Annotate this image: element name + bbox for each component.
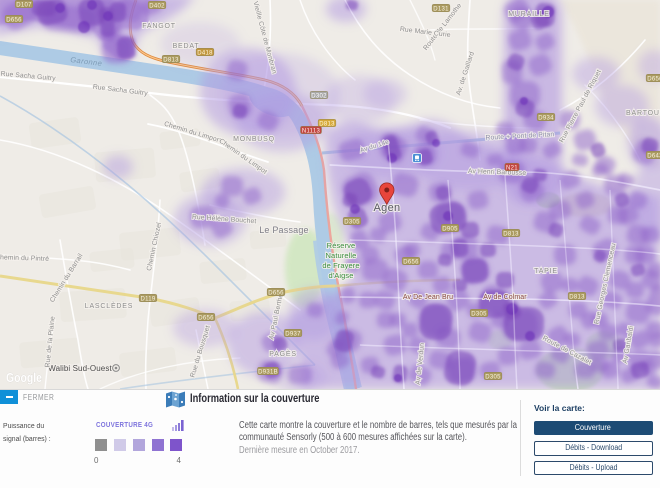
svg-text:FANGOT: FANGOT (142, 23, 176, 30)
svg-text:D905: D905 (442, 227, 458, 233)
svg-text:MONBUSQ: MONBUSQ (233, 136, 275, 143)
svg-text:D813: D813 (569, 295, 585, 301)
svg-text:N21: N21 (506, 166, 518, 172)
svg-text:D934: D934 (538, 116, 554, 122)
svg-text:Walibi Sud-Ouest: Walibi Sud-Ouest (48, 364, 112, 373)
svg-text:Google: Google (6, 370, 42, 385)
svg-text:D656: D656 (6, 18, 22, 24)
svg-text:D813: D813 (503, 232, 519, 238)
svg-text:d'Aigse: d'Aigse (328, 271, 353, 280)
svg-text:BARTOULE: BARTOULE (626, 110, 660, 117)
svg-text:Chemin du Pintré: Chemin du Pintré (0, 254, 49, 263)
svg-text:D418: D418 (197, 51, 213, 57)
svg-text:D305: D305 (485, 375, 501, 381)
svg-text:D656: D656 (403, 260, 419, 266)
svg-text:D931B: D931B (258, 370, 278, 376)
svg-text:MURAILLE: MURAILLE (508, 11, 549, 18)
svg-text:Le Passage: Le Passage (259, 225, 309, 235)
svg-text:D656: D656 (647, 77, 660, 83)
svg-text:TAPIE: TAPIE (534, 268, 558, 275)
svg-text:D305: D305 (344, 220, 360, 226)
svg-text:D402: D402 (149, 4, 165, 10)
svg-text:Naturelle: Naturelle (326, 251, 357, 260)
svg-text:D937: D937 (285, 332, 301, 338)
svg-text:Garonne: Garonne (70, 55, 103, 68)
svg-text:BEDAT: BEDAT (173, 43, 200, 50)
svg-text:D656: D656 (268, 291, 284, 297)
svg-text:Av Henri Barbusse: Av Henri Barbusse (468, 168, 527, 177)
svg-text:Av De Jean Bru: Av De Jean Bru (403, 294, 453, 301)
svg-text:Agen: Agen (374, 202, 401, 214)
svg-text:de Frayere: de Frayere (322, 261, 359, 270)
svg-text:PAGÈS: PAGÈS (269, 349, 297, 358)
svg-text:D305: D305 (471, 312, 487, 318)
svg-text:D131: D131 (433, 7, 449, 13)
svg-text:D302: D302 (311, 94, 327, 100)
svg-text:D656: D656 (198, 316, 214, 322)
svg-text:D813: D813 (319, 122, 335, 128)
svg-text:Réserve: Réserve (327, 241, 356, 250)
svg-text:LASCLÈDES: LASCLÈDES (85, 301, 133, 310)
svg-text:D107: D107 (16, 3, 32, 9)
svg-text:Av de Colmar: Av de Colmar (483, 294, 527, 301)
svg-text:N1113: N1113 (302, 129, 321, 135)
svg-text:D119: D119 (140, 297, 155, 303)
svg-text:D643: D643 (647, 154, 660, 160)
svg-text:D813: D813 (163, 58, 179, 64)
